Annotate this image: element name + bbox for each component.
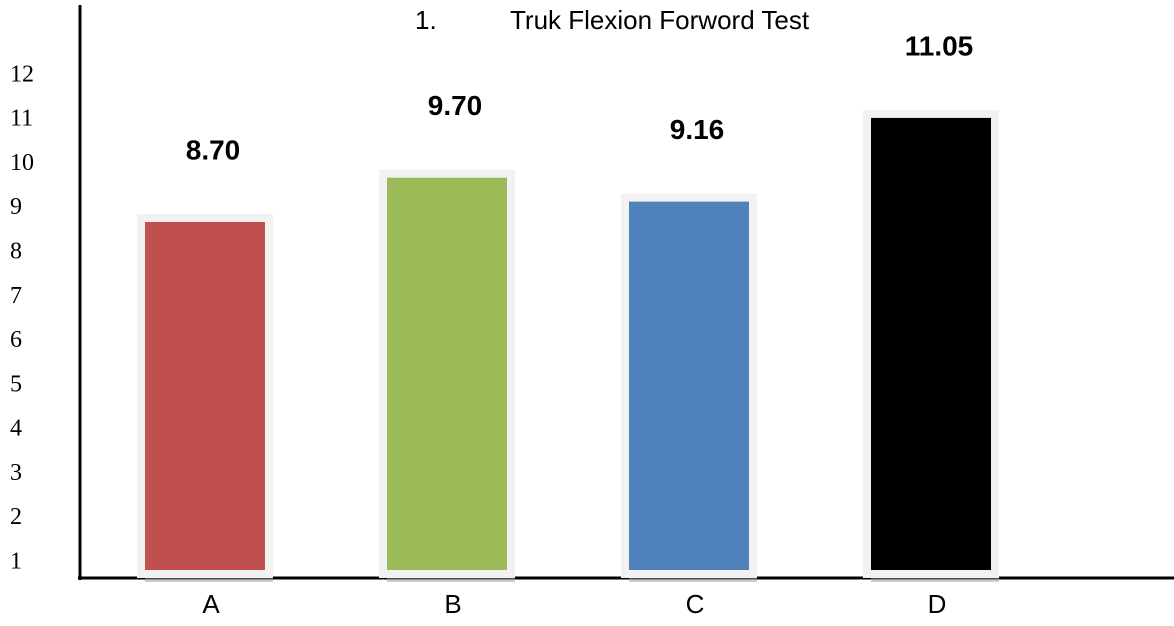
y-tick-label: 8 xyxy=(10,238,22,264)
bar xyxy=(625,198,753,574)
chart-title: Truk Flexion Forword Test xyxy=(510,5,810,35)
bar xyxy=(141,218,269,574)
y-tick-label: 4 xyxy=(10,416,22,442)
y-tick-label: 7 xyxy=(10,283,22,309)
bar xyxy=(867,114,995,574)
x-tick-label: D xyxy=(928,589,947,619)
data-label: 8.70 xyxy=(186,134,241,165)
x-tick-label: A xyxy=(202,589,220,619)
y-tick-label: 10 xyxy=(10,150,34,176)
x-tick-label: C xyxy=(686,589,705,619)
bar xyxy=(383,174,511,574)
chart: 1. Truk Flexion Forword Test 12345678910… xyxy=(0,0,1174,626)
y-tick-label: 11 xyxy=(10,106,33,132)
y-tick-label: 1 xyxy=(10,548,22,574)
data-label: 9.16 xyxy=(670,114,725,145)
chart-title-number: 1. xyxy=(415,5,437,35)
data-label: 9.70 xyxy=(428,90,483,121)
y-tick-label: 2 xyxy=(10,504,22,530)
y-tick-label: 3 xyxy=(10,460,22,486)
data-label: 11.05 xyxy=(905,30,974,61)
y-tick-label: 5 xyxy=(10,371,22,397)
x-tick-label: B xyxy=(444,589,461,619)
y-tick-label: 9 xyxy=(10,194,22,220)
y-tick-label: 6 xyxy=(10,327,22,353)
y-tick-label: 12 xyxy=(10,61,34,87)
